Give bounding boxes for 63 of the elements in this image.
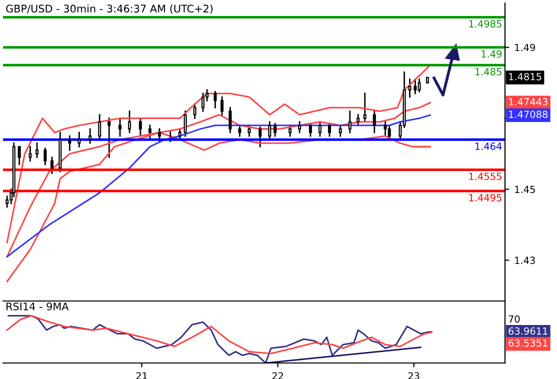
- candlestick: [6, 196, 9, 208]
- x-tick-label: 21: [136, 372, 148, 379]
- text: 1.47443: [509, 98, 548, 106]
- candlestick: [338, 124, 342, 137]
- text: 70: [508, 315, 520, 323]
- candlestick: [348, 110, 352, 134]
- candlestick: [408, 78, 412, 98]
- ref-line-label: 1.464: [475, 142, 502, 150]
- line-series: [6, 64, 431, 244]
- x-tick-label: 22: [272, 372, 284, 379]
- candlestick: [214, 90, 217, 108]
- text: 63.9611: [508, 327, 548, 335]
- candlestick: [298, 121, 302, 134]
- candlestick: [118, 118, 122, 137]
- candlestick: [248, 124, 251, 137]
- text: 1.4815: [509, 72, 542, 80]
- candlestick: [328, 122, 332, 137]
- chart-title: GBP/USD - 30min - 3:46:37 AM (UTC+2): [6, 4, 213, 14]
- candlestick: [318, 121, 322, 137]
- chart-title: RSI14 - 9MA: [6, 302, 69, 310]
- candlestick: [356, 114, 360, 126]
- candlestick: [184, 110, 187, 137]
- candlestick: [201, 92, 204, 112]
- candlestick: [384, 121, 387, 137]
- candlestick: [418, 78, 421, 92]
- candlestick: [228, 106, 232, 134]
- candlestick: [178, 128, 182, 140]
- text: 1.47088: [509, 110, 548, 118]
- candlestick: [220, 96, 224, 116]
- candlestick: [363, 92, 366, 123]
- candlestick: [238, 124, 242, 137]
- y-tick-label: 1.43: [515, 256, 535, 264]
- candlestick: [78, 132, 81, 148]
- candlestick: [308, 122, 312, 137]
- candlestick: [108, 118, 111, 158]
- ref-line-label: 1.485: [475, 68, 502, 76]
- candlestick: [148, 124, 152, 140]
- candlestick: [18, 146, 21, 166]
- candlestick: [128, 110, 132, 134]
- candlestick: [268, 121, 272, 140]
- candlestick: [274, 122, 277, 137]
- text: 63.5351: [508, 339, 548, 347]
- candlestick: [258, 126, 262, 148]
- candlestick: [28, 146, 32, 162]
- candlestick: [68, 135, 72, 151]
- candlestick: [158, 128, 161, 142]
- candlestick: [193, 103, 196, 119]
- candlestick: [88, 128, 92, 144]
- ref-line-label: 1.4985: [469, 20, 502, 28]
- candlestick: [372, 110, 376, 134]
- candlestick: [388, 124, 391, 140]
- candlestick: [50, 156, 54, 174]
- ref-line-label: 1.49: [482, 50, 502, 58]
- candlestick: [414, 78, 417, 94]
- candlestick: [36, 142, 39, 158]
- y-tick-label: 1.49: [515, 44, 535, 52]
- candlestick: [44, 148, 47, 166]
- candlestick: [288, 124, 292, 137]
- ref-line-label: 1.4495: [469, 194, 502, 202]
- y-tick-label: 1.45: [515, 186, 535, 194]
- candlestick: [98, 114, 102, 140]
- ref-line-label: 1.4555: [469, 172, 502, 180]
- candlestick: [138, 118, 142, 137]
